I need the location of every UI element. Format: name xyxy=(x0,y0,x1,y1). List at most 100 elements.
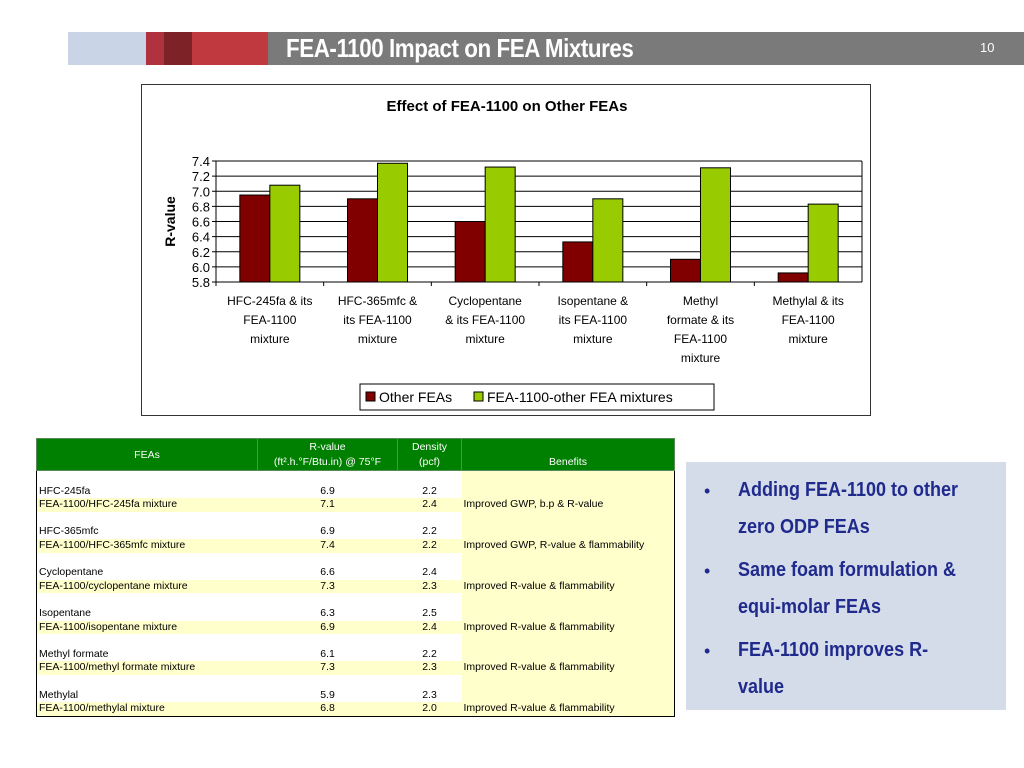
x-category-label: HFC-365mfc & xyxy=(338,294,417,308)
header-rvalue: R-value (ft².h.°F/Btu.in) @ 75°F xyxy=(257,438,398,471)
header-accent-dark-red xyxy=(164,32,192,65)
bullet-item: • Same foam formulation & equi-molar FEAs xyxy=(700,552,992,626)
header-density-line2: (pcf) xyxy=(419,456,440,468)
cell-benefits: Improved GWP, R-value & flammability xyxy=(461,538,675,553)
y-tick-label: 6.8 xyxy=(192,199,210,214)
cell-rvalue: 7.3 xyxy=(257,579,398,594)
cell-fea-name: HFC-365mfc xyxy=(36,525,258,539)
y-tick-label: 7.2 xyxy=(192,169,210,184)
bar-fea1100-mixture xyxy=(377,162,408,283)
cell-benefits xyxy=(461,566,675,580)
cell-density: 2.3 xyxy=(397,579,462,594)
y-tick-label: 7.4 xyxy=(192,154,210,169)
table-header-row: FEAs R-value (ft².h.°F/Btu.in) @ 75°F De… xyxy=(36,438,675,471)
table-row-mixture: FEA-1100/methylal mixture 6.8 2.0 Improved … xyxy=(36,702,675,717)
bar-fea1100-mixture xyxy=(592,198,624,283)
header-feas: FEAs xyxy=(36,438,258,471)
cell-fea-name: FEA-1100/isopentane mixture xyxy=(36,620,258,635)
cell-fea-name: Methyl formate xyxy=(36,647,258,662)
bar-fea1100-mixture xyxy=(269,184,301,283)
x-category-label: Methylal & its xyxy=(772,294,843,308)
cell-density: 2.4 xyxy=(397,566,462,580)
y-axis-label: R-value xyxy=(162,196,178,247)
y-tick-label: 6.0 xyxy=(192,260,210,275)
cell-fea-name: Isopentane xyxy=(36,606,258,621)
cell-rvalue: 6.9 xyxy=(257,484,398,499)
cell-density: 2.2 xyxy=(397,538,462,553)
x-category-label: mixture xyxy=(250,332,290,346)
cell-fea-name: FEA-1100/methyl formate mixture xyxy=(36,661,258,675)
bar-other-fea xyxy=(670,258,701,283)
bullet-item: • FEA-1100 improves R-value xyxy=(700,632,992,706)
cell-fea-name: Methylal xyxy=(36,688,258,703)
header-accent-light xyxy=(68,32,146,65)
slide-title: FEA-1100 Impact on FEA Mixtures xyxy=(286,33,634,63)
y-tick-label: 6.2 xyxy=(192,245,210,260)
cell-benefits: Improved R-value & flammability xyxy=(461,702,675,717)
bar-other-fea xyxy=(347,198,378,283)
cell-density: 2.2 xyxy=(397,525,462,539)
table-row-mixture: FEA-1100/methyl formate mixture 7.3 2.3 Imp… xyxy=(36,661,675,675)
slide-number: 10 xyxy=(980,40,995,55)
cell-density: 2.4 xyxy=(397,498,462,512)
x-category-label: its FEA-1100 xyxy=(559,313,628,327)
bullet-text: Adding FEA-1100 to other zero ODP FEAs xyxy=(738,472,967,546)
bar-other-fea xyxy=(454,221,486,283)
bullet-line: Same foam formulation & xyxy=(738,559,957,581)
cell-benefits: Improved R-value & flammability xyxy=(461,579,675,594)
cell-fea-name: Cyclopentane xyxy=(36,566,258,580)
table-row-fea: Methyl formate 6.1 2.2 xyxy=(36,647,675,662)
key-points-box: • Adding FEA-1100 to other zero ODP FEAs • S… xyxy=(686,462,1006,710)
table-row-fea: Methylal 5.9 2.3 xyxy=(36,688,675,703)
cell-rvalue: 7.1 xyxy=(257,498,398,512)
cell-rvalue: 7.4 xyxy=(257,538,398,553)
bar-fea1100-mixture xyxy=(700,167,731,283)
cell-rvalue: 6.1 xyxy=(257,647,398,662)
bullet-line: FEA-1100 improves R- xyxy=(738,639,929,661)
table-row-mixture: FEA-1100/HFC-365mfc mixture 7.4 2.2 Improve… xyxy=(36,538,675,553)
cell-benefits: Improved R-value & flammability xyxy=(461,620,675,635)
chart-title: Effect of FEA-1100 on Other FEAs xyxy=(387,98,628,115)
cell-fea-name: FEA-1100/methylal mixture xyxy=(36,702,258,717)
header-accent-red xyxy=(192,32,268,65)
bullet-line: Adding FEA-1100 to other xyxy=(738,479,959,501)
cell-rvalue: 6.9 xyxy=(257,525,398,539)
chart-legend xyxy=(359,383,715,411)
table-spacer-row xyxy=(36,511,675,526)
cell-density: 2.0 xyxy=(397,702,462,717)
cell-fea-name: HFC-245fa xyxy=(36,484,258,499)
cell-rvalue: 5.9 xyxy=(257,688,398,703)
table-spacer-row xyxy=(36,470,675,485)
cell-benefits xyxy=(461,688,675,703)
chart-panel: Effect of FEA-1100 on Other FEAs R-value 7… xyxy=(141,84,871,416)
table-spacer-row xyxy=(36,634,675,648)
x-category-label: mixture xyxy=(358,332,398,346)
legend-label: FEA-1100-other FEA mixtures xyxy=(487,389,673,405)
header-rvalue-line2: (ft².h.°F/Btu.in) @ 75°F xyxy=(273,456,382,468)
y-tick-label: 6.4 xyxy=(192,230,210,245)
cell-benefits xyxy=(461,647,675,662)
y-tick-label: 5.8 xyxy=(192,275,210,290)
table-row-fea: HFC-365mfc 6.9 2.2 xyxy=(36,525,675,539)
cell-rvalue: 6.6 xyxy=(257,566,398,580)
bar-chart: Effect of FEA-1100 on Other FEAs R-value 7… xyxy=(162,98,863,411)
cell-rvalue: 6.3 xyxy=(257,606,398,621)
table-row-fea: Cyclopentane 6.6 2.4 xyxy=(36,566,675,580)
cell-benefits xyxy=(461,525,675,539)
cell-density: 2.2 xyxy=(397,484,462,499)
header-benefits: Benefits xyxy=(461,438,675,471)
legend-swatch-other-fea xyxy=(365,391,376,402)
cell-fea-name: FEA-1100/HFC-245fa mixture xyxy=(36,498,258,512)
table-row-fea: HFC-245fa 6.9 2.2 xyxy=(36,484,675,499)
bullet-item: • Adding FEA-1100 to other zero ODP FEAs xyxy=(700,472,992,546)
cell-density: 2.5 xyxy=(397,606,462,621)
x-category-label: Cyclopentane xyxy=(448,294,522,308)
cell-density: 2.3 xyxy=(397,661,462,675)
x-category-label: Methyl xyxy=(683,294,718,308)
table-row-mixture: FEA-1100/isopentane mixture 6.9 2.4 Improve… xyxy=(36,620,675,635)
table-spacer-row xyxy=(36,552,675,567)
table-row-mixture: FEA-1100/HFC-245fa mixture 7.1 2.4 Improved… xyxy=(36,498,675,512)
x-category-label: mixture xyxy=(681,351,721,365)
cell-density: 2.2 xyxy=(397,647,462,662)
bar-other-fea xyxy=(562,241,594,283)
